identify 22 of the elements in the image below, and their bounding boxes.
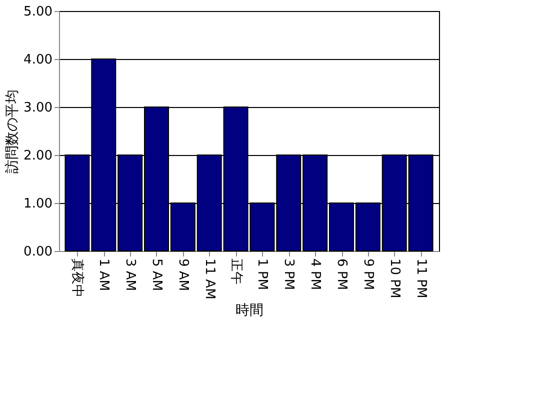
x-tick-label: 5 AM	[149, 258, 164, 292]
x-axis-title: 時間	[236, 302, 264, 318]
y-tick-label: 0.00	[24, 244, 52, 260]
y-tick-label: 2.00	[24, 148, 52, 164]
x-tick-label: 真夜中	[70, 258, 86, 298]
x-tick-label: 4 PM	[308, 258, 323, 290]
x-tick-label: 1 PM	[254, 258, 270, 290]
x-tick-label: 正午	[228, 258, 244, 284]
x-tick-label: 9 AM	[175, 258, 190, 292]
y-tick-label: 3.00	[24, 100, 52, 116]
y-axis-title: 訪問数の平均	[4, 90, 21, 174]
y-tick-label: 1.00	[24, 196, 52, 212]
x-tick-label: 3 PM	[281, 258, 296, 290]
x-tick-label: 9 PM	[360, 258, 376, 290]
x-tick-label: 11 AM	[202, 258, 217, 300]
x-tick-label: 10 PM	[386, 258, 402, 298]
x-tick-label: 11 PM	[413, 258, 428, 298]
x-tick-label: 1 AM	[96, 258, 112, 292]
x-tick-label: 6 PM	[334, 258, 349, 290]
y-tick-label: 5.00	[24, 4, 52, 20]
y-tick-label: 4.00	[24, 52, 52, 68]
x-tick-label: 3 AM	[122, 258, 138, 292]
